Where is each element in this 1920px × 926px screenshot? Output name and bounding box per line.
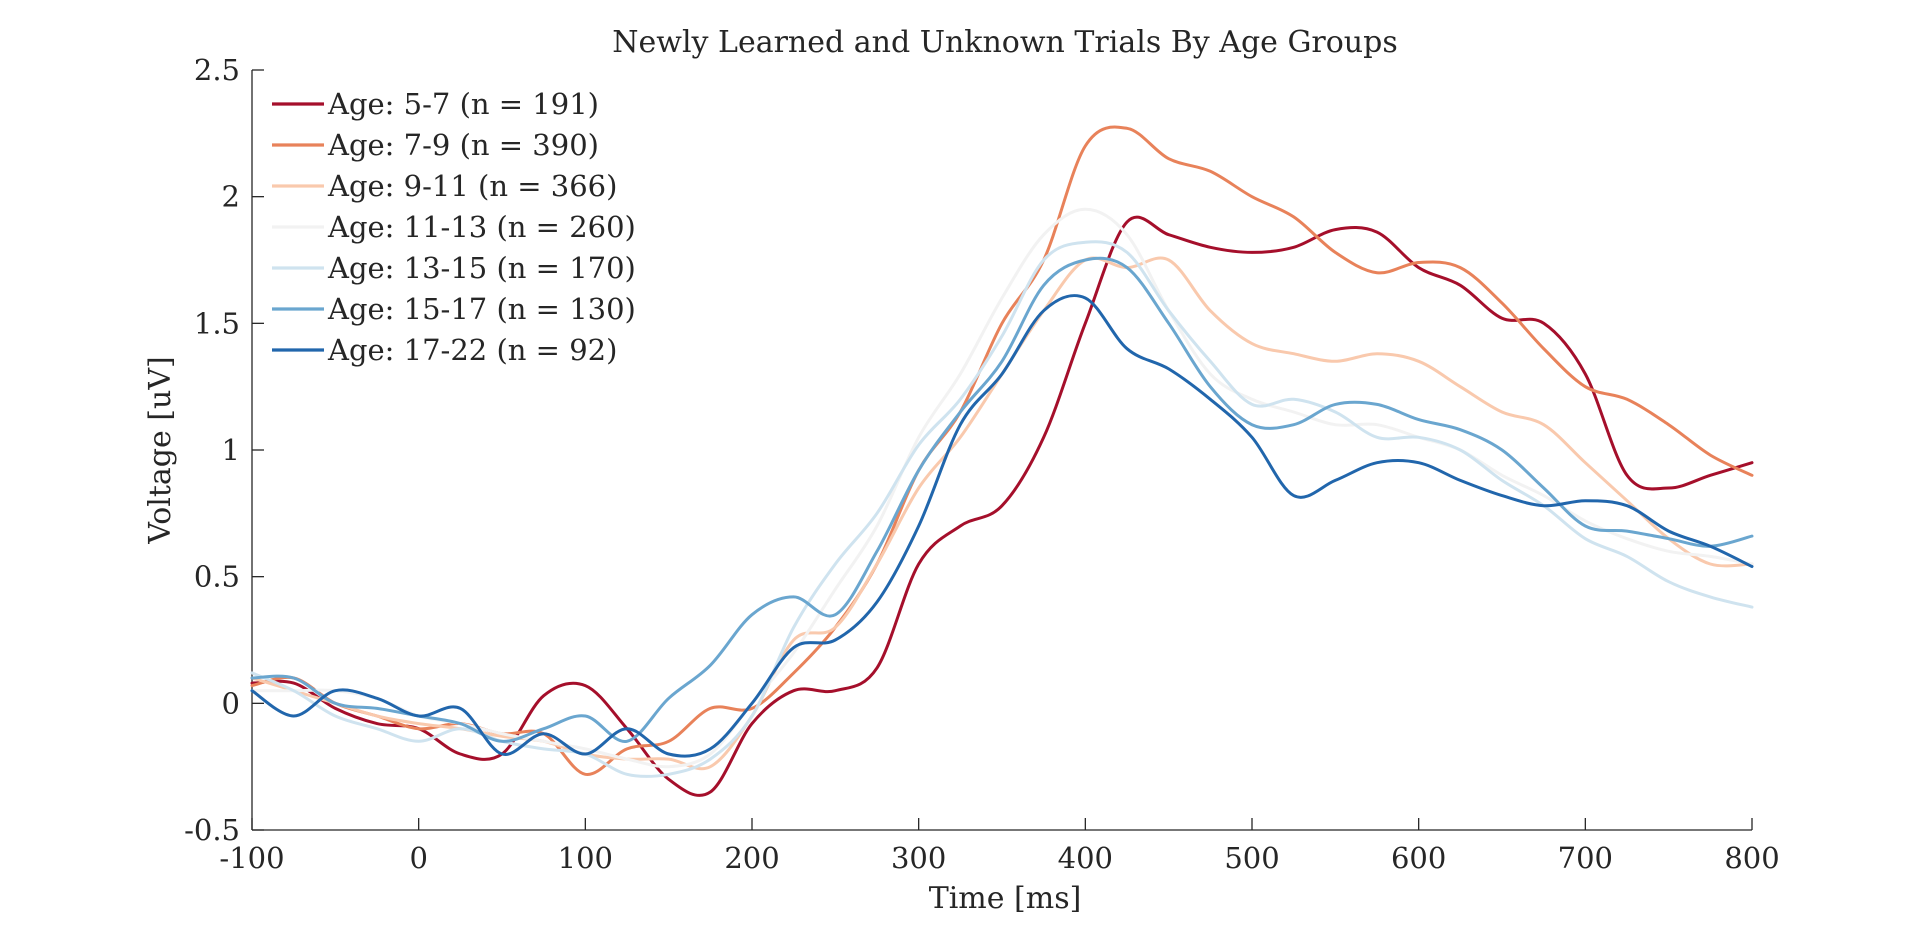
x-tick-label: 300 (891, 841, 946, 875)
y-tick-label: 1 (222, 433, 240, 467)
x-tick-label: 400 (1058, 841, 1113, 875)
legend-label: Age: 13-15 (n = 170) (327, 251, 636, 285)
x-tick-label: 0 (409, 841, 427, 875)
x-tick-label: 700 (1558, 841, 1613, 875)
x-tick-label: 500 (1224, 841, 1279, 875)
series-line-7 (250, 294, 1754, 758)
y-tick-label: -0.5 (184, 813, 240, 847)
series-line-6 (250, 256, 1754, 743)
legend-item: Age: 9-11 (n = 366) (272, 169, 617, 203)
series-group (250, 125, 1754, 797)
y-axis-label: Voltage [uV] (143, 356, 178, 544)
y-tick-label: 1.5 (194, 306, 240, 340)
legend-item: Age: 13-15 (n = 170) (272, 251, 636, 285)
legend-item: Age: 15-17 (n = 130) (272, 292, 636, 326)
legend-label: Age: 5-7 (n = 191) (327, 87, 599, 121)
legend-item: Age: 11-13 (n = 260) (272, 210, 636, 244)
x-tick-label: 200 (724, 841, 779, 875)
legend-label: Age: 9-11 (n = 366) (327, 169, 617, 203)
series-line-4 (250, 207, 1754, 769)
x-tick-label: 100 (558, 841, 613, 875)
legend-item: Age: 5-7 (n = 191) (272, 87, 599, 121)
y-tick-label: 2.5 (194, 53, 240, 87)
legend-item: Age: 17-22 (n = 92) (272, 333, 617, 367)
chart-title: Newly Learned and Unknown Trials By Age … (612, 25, 1397, 60)
legend-label: Age: 7-9 (n = 390) (327, 128, 599, 162)
x-tick-label: -100 (219, 841, 284, 875)
legend: Age: 5-7 (n = 191) Age: 7-9 (n = 390) Age:… (272, 87, 636, 367)
legend-item: Age: 7-9 (n = 390) (272, 128, 599, 162)
legend-label: Age: 17-22 (n = 92) (327, 333, 617, 367)
axes: -100 0 100 200 300 400 500 600 700 800 -0.5 0 0.5 1 1.… (184, 53, 1780, 875)
x-axis-label: Time [ms] (929, 881, 1082, 916)
y-tick-label: 0 (222, 686, 240, 720)
x-tick-label: 600 (1391, 841, 1446, 875)
legend-label: Age: 15-17 (n = 130) (327, 292, 636, 326)
x-tick-label: 800 (1724, 841, 1779, 875)
y-tick-label: 0.5 (194, 560, 240, 594)
legend-label: Age: 11-13 (n = 260) (327, 210, 636, 244)
y-tick-label: 2 (222, 180, 240, 214)
